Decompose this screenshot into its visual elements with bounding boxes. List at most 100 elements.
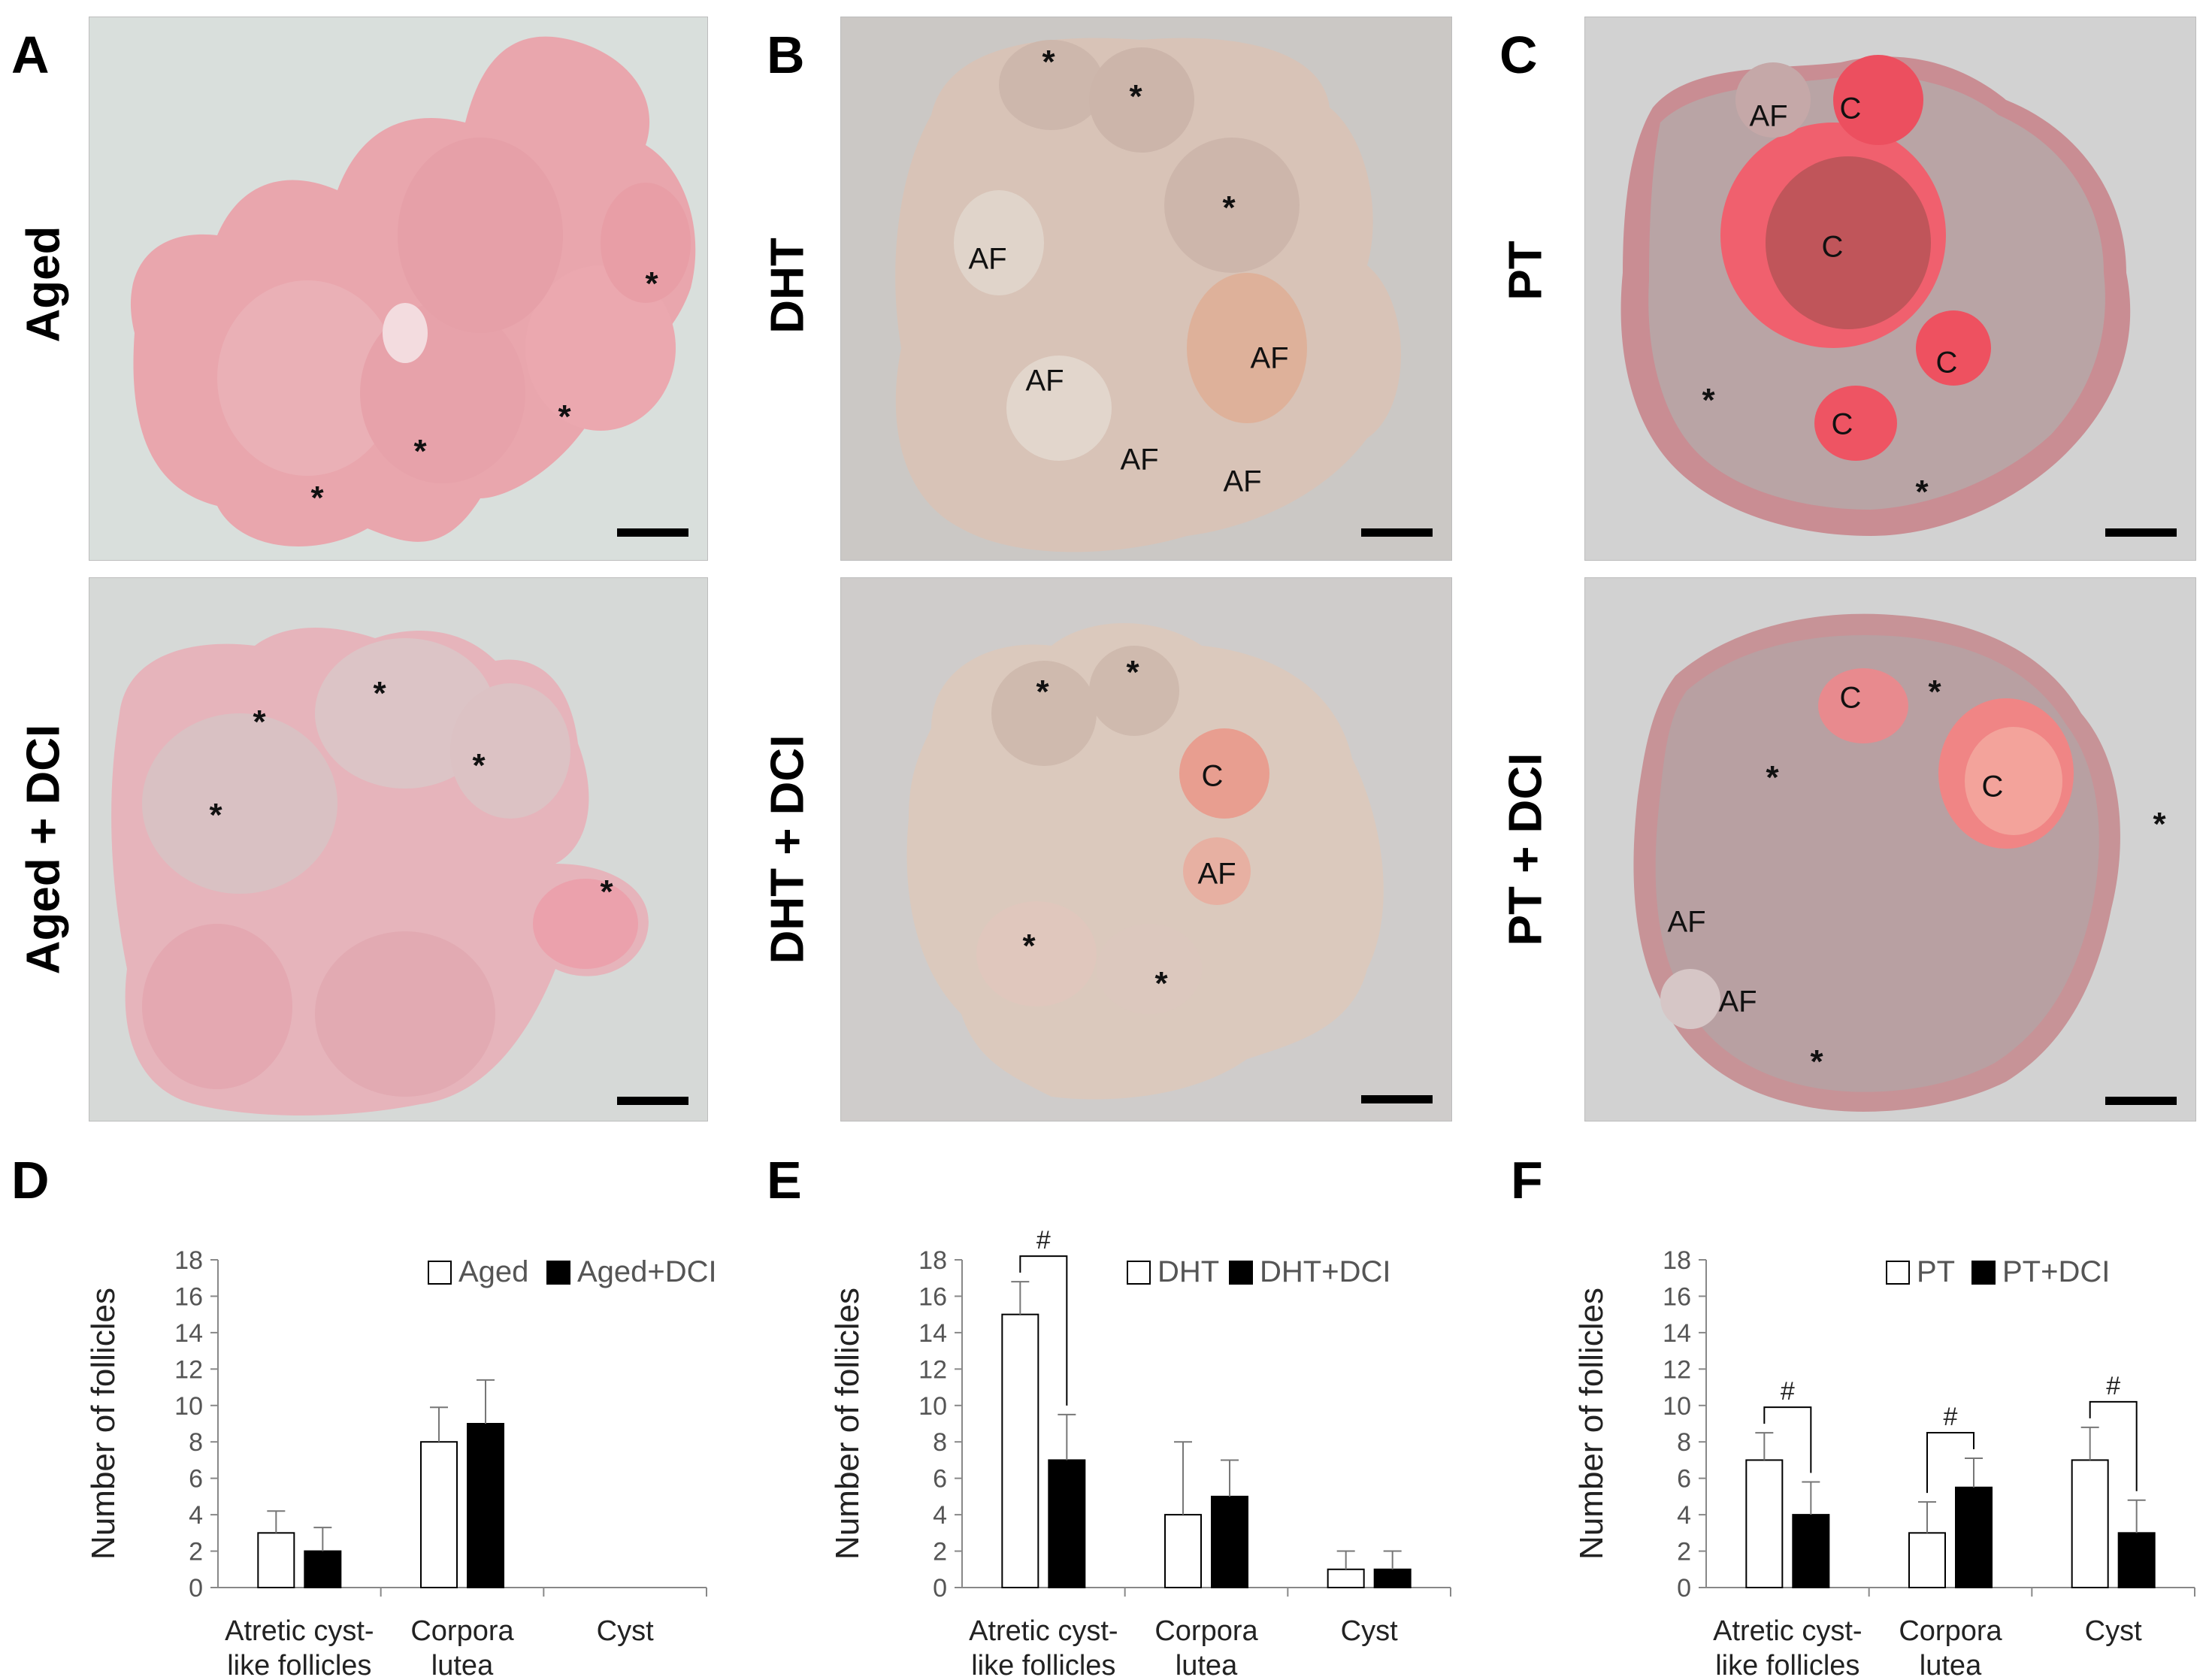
y-tick-label: 14	[918, 1319, 947, 1348]
row-label-dht-dci: DHT + DCI	[761, 734, 814, 964]
ovary-section-pt	[1620, 55, 2131, 536]
y-tick-label: 12	[174, 1355, 203, 1384]
ovary-section-dht	[895, 38, 1401, 552]
category-label: Cyst	[2085, 1615, 2142, 1647]
y-tick-label: 8	[933, 1428, 947, 1457]
asterisk-marker: *	[1022, 928, 1036, 964]
y-axis-label: Number of follicles	[829, 1288, 866, 1560]
category-label: Corpora	[1899, 1615, 2002, 1647]
micrograph-dht: * * * AF AF AF AF AF	[840, 17, 1452, 561]
asterisk-marker: *	[558, 398, 571, 435]
asterisk-marker: *	[1154, 965, 1168, 1002]
row-label-aged-dci: Aged + DCI	[17, 724, 70, 975]
category-label: lutea	[1920, 1650, 1982, 1680]
y-tick-label: 8	[1677, 1428, 1691, 1457]
legend-label: PT+DCI	[2002, 1255, 2110, 1288]
panel-letter-d: D	[11, 1151, 50, 1209]
micrograph-pt: AF C C C C * *	[1584, 17, 2196, 561]
bar	[1211, 1495, 1248, 1588]
micrograph-aged-dci: * * * * *	[89, 577, 708, 1122]
category-label: Cyst	[1341, 1615, 1398, 1647]
y-tick-label: 12	[918, 1355, 947, 1384]
chart-d-svg: Number of follicles 0 2 4 6 8 10 12 14 16 18 Atreti…	[85, 1246, 717, 1680]
significance-marker: #	[1781, 1377, 1795, 1406]
y-tick-label: 18	[174, 1246, 203, 1275]
panel-letter-e: E	[767, 1151, 802, 1209]
legend-swatch	[546, 1261, 570, 1285]
bar	[257, 1532, 295, 1589]
asterisk-marker: *	[1126, 654, 1139, 691]
category-label: Atretic cyst-	[225, 1615, 374, 1647]
asterisk-marker: *	[310, 480, 324, 516]
significance-marker: #	[1036, 1226, 1051, 1255]
asterisk-marker: *	[600, 873, 613, 910]
y-tick-label: 16	[918, 1282, 947, 1311]
asterisk-marker: *	[1928, 674, 1941, 710]
scale-bar	[1361, 1095, 1433, 1103]
significance-bracket	[2089, 1400, 2138, 1491]
legend-swatch	[1229, 1261, 1253, 1285]
legend-swatch	[1127, 1261, 1151, 1285]
asterisk-marker: *	[472, 747, 486, 784]
ovary-section-dht-dci	[906, 623, 1384, 1100]
af-label: AF	[1197, 857, 1236, 891]
chart-e-svg: Number of follicles 0 2 4 6 8 10 12 14 16 18 Atreti…	[829, 1226, 1451, 1680]
asterisk-marker: *	[1222, 189, 1236, 226]
asterisk-marker: *	[209, 797, 222, 834]
c-label: C	[1831, 407, 1853, 441]
scale-bar	[617, 1097, 688, 1105]
y-tick-label: 10	[918, 1392, 947, 1421]
c-label: C	[1935, 346, 1958, 380]
asterisk-marker: *	[1766, 759, 1779, 796]
y-tick-label: 0	[189, 1574, 203, 1603]
significance-bracket	[1019, 1255, 1068, 1406]
y-tick-label: 6	[1677, 1465, 1691, 1494]
micrograph-dht-dci: * * C AF * *	[840, 577, 1452, 1122]
af-label: AF	[1718, 985, 1757, 1019]
af-label: AF	[1749, 99, 1788, 133]
micrograph-aged: * * * *	[89, 17, 708, 561]
bar	[2117, 1532, 2156, 1589]
category-label: lutea	[1176, 1650, 1238, 1680]
category-label: Cyst	[597, 1615, 654, 1647]
bar	[1164, 1514, 1202, 1588]
asterisk-marker: *	[373, 675, 386, 712]
panel-letter-c: C	[1499, 26, 1538, 84]
asterisk-marker: *	[2153, 806, 2166, 843]
y-tick-label: 2	[189, 1538, 203, 1566]
panel-letter-f: F	[1511, 1151, 1543, 1209]
panel-letter-b: B	[767, 26, 805, 84]
significance-bracket	[1926, 1432, 1974, 1494]
legend-label: Aged+DCI	[577, 1255, 717, 1288]
legend-label: Aged	[458, 1255, 528, 1288]
c-label: C	[1201, 759, 1224, 793]
row-label-pt-dci: PT + DCI	[1499, 752, 1552, 946]
chart-f: Number of follicles 0 2 4 6 8 10 12 14 16 18 Atreti…	[1563, 1203, 2210, 1680]
y-tick-label: 18	[918, 1246, 947, 1275]
legend-swatch	[428, 1261, 452, 1285]
asterisk-marker: *	[1810, 1043, 1823, 1080]
c-label: C	[1981, 770, 2004, 804]
asterisk-marker: *	[1129, 78, 1142, 115]
chart-d: Number of follicles 0 2 4 6 8 10 12 14 16 18 Atreti…	[75, 1203, 722, 1680]
bar	[1955, 1486, 1993, 1588]
af-label: AF	[1667, 905, 1706, 939]
bar	[467, 1423, 504, 1588]
c-label: C	[1839, 92, 1862, 126]
y-axis-label: Number of follicles	[85, 1288, 122, 1560]
scale-bar	[2105, 528, 2177, 537]
scale-bar	[617, 528, 688, 537]
y-tick-label: 8	[189, 1428, 203, 1457]
ovary-section-pt-dci	[1633, 613, 2120, 1112]
row-label-pt: PT	[1499, 241, 1552, 301]
y-tick-label: 4	[189, 1501, 203, 1530]
bar	[304, 1550, 342, 1588]
significance-bracket	[1763, 1406, 1812, 1473]
category-label: lutea	[431, 1650, 494, 1680]
micrograph-pt-dci: C * C * * AF AF *	[1584, 577, 2196, 1122]
asterisk-marker: *	[1702, 382, 1715, 419]
y-tick-label: 16	[1663, 1282, 1691, 1311]
y-tick-label: 0	[933, 1574, 947, 1603]
y-tick-label: 2	[1677, 1538, 1691, 1566]
c-label: C	[1821, 230, 1844, 264]
